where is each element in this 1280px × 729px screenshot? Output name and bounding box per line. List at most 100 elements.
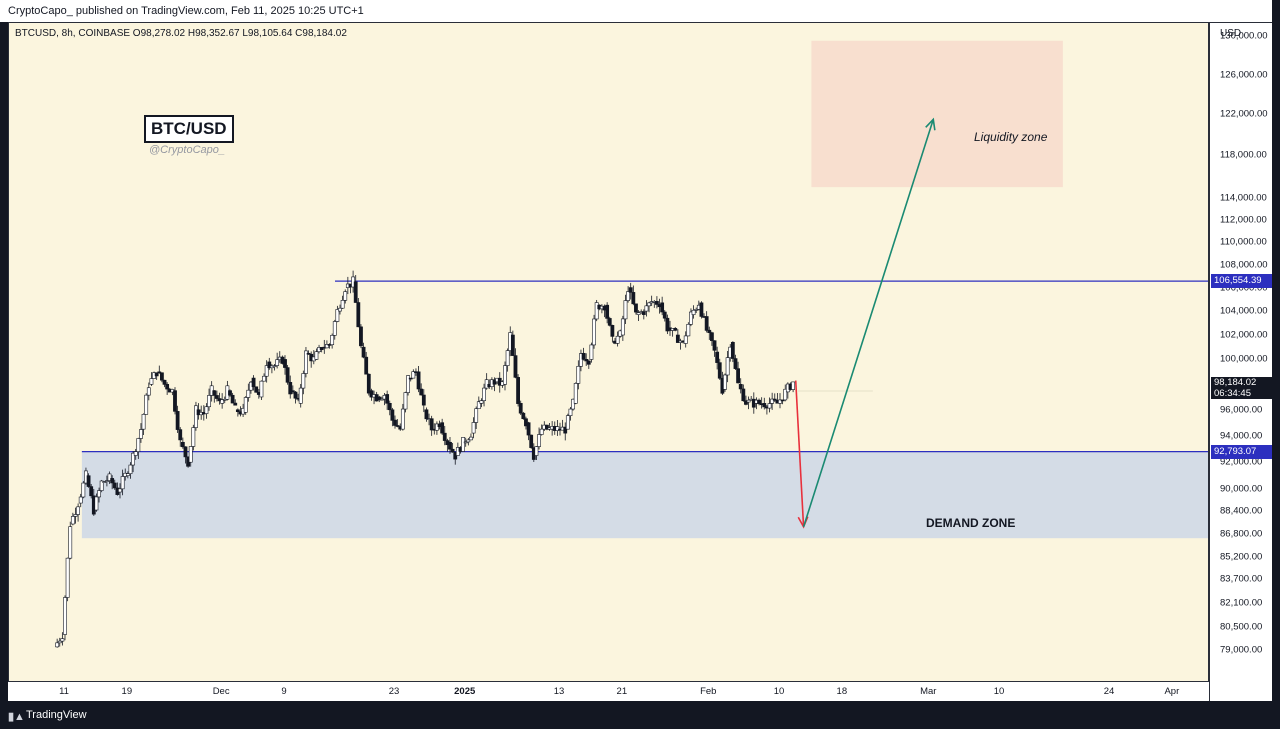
candle-body [55,642,60,648]
candle-body [644,305,649,312]
time-tick-label: 21 [616,686,628,697]
candle-body [139,429,143,439]
candle-body [222,398,227,401]
candle-body [429,418,434,431]
candle-body [581,352,586,360]
price-tick-label: 130,000.00 [1220,30,1268,42]
time-scale[interactable]: 11 19 Dec 9 23 2025 13 21 Feb 10 18 Mar 10 24 Apr [8,681,1209,701]
candle-body [304,350,308,374]
chart-pane[interactable]: BTCUSD, 8h, COINBASE O98,278.02 H98,352.… [8,22,1209,701]
candle-body [744,400,748,405]
footer-brand: TradingView [26,709,87,721]
candle-body [194,405,198,428]
candle-body [364,356,369,375]
candle-body [125,473,130,476]
candle-body [463,441,468,444]
price-tick-label: 100,000.00 [1220,353,1268,365]
candle-body [474,408,479,423]
candle-body [251,377,256,388]
candle-body [699,302,704,317]
bearish-arrow [794,380,805,527]
candle-body [81,482,86,498]
time-tick-label: Dec [212,686,230,697]
candle-body [369,390,374,398]
candle-body [626,291,630,301]
candle-body [154,372,159,377]
candle-body [73,514,78,517]
time-tick-label: 9 [281,686,287,697]
candle-body [694,309,699,311]
candle-body [191,427,196,447]
candle-body [647,302,651,307]
candle-body [757,399,761,405]
candle-body [262,375,266,382]
candle-body [343,291,348,301]
candle-body [254,386,259,393]
publish-header: CryptoCapo_ published on TradingView.com… [0,0,1280,22]
liquidity-zone-label: Liquidity zone [974,130,1048,144]
candle-body [712,340,717,351]
candle-body [662,311,667,319]
time-tick-label: Feb [700,686,717,697]
candle-body [356,302,361,328]
candle-body [175,411,180,430]
candle-body [770,398,775,404]
candles-layer [55,270,795,648]
chart-canvas[interactable] [9,23,1209,682]
candle-body [421,394,426,406]
candle-body [65,557,70,598]
candle-body [118,488,122,493]
candle-body [338,307,342,312]
candle-body [136,438,141,452]
candle-body [144,394,149,415]
candle-body [133,451,138,456]
candle-body [555,426,560,431]
candle-body [628,287,633,293]
price-tick-label: 85,200.00 [1220,551,1263,563]
candle-body [411,371,416,379]
candle-body [325,344,329,349]
candle-body [691,309,696,315]
candle-body [385,394,390,404]
price-tick-label: 108,000.00 [1220,259,1268,271]
demand-zone-label: DEMAND ZONE [926,516,1016,530]
time-tick-label: Mar [920,686,937,697]
time-tick-label: 11 [59,686,69,697]
footer-bar: ▮▲ TradingView [0,701,1280,729]
candle-body [461,437,465,452]
candle-body [57,640,62,644]
candle-body [717,362,722,379]
candle-body [568,408,573,416]
candle-body [529,434,534,448]
price-tick-label: 96,000.00 [1220,404,1263,416]
candle-body [353,281,358,303]
candle-body [730,341,735,359]
tradingview-logo-icon: ▮▲ [8,711,25,723]
candle-body [576,365,581,384]
support-price-label: 92,793.07 [1211,444,1272,459]
price-tick-label: 88,400.00 [1220,505,1263,517]
candle-body [589,344,594,360]
candle-body [314,351,319,360]
candle-body [160,372,164,381]
candle-body [655,301,659,305]
time-tick-label: 13 [553,686,565,697]
candle-body [102,481,107,483]
candle-body [675,334,680,343]
price-scale[interactable]: USD 130,000.00 126,000.00 122,000.00 118,00… [1209,22,1272,681]
candle-body [89,486,94,497]
author-handle: @CryptoCapo_ [149,144,225,156]
candle-body [105,480,109,482]
price-tick-label: 110,000.00 [1220,236,1267,248]
candle-body [571,398,575,410]
right-edge [1272,0,1280,701]
candle-body [128,464,133,474]
candle-body [149,378,154,385]
candle-body [607,318,612,326]
candle-body [780,399,785,402]
candle-body [390,409,395,421]
candle-body [387,403,392,411]
price-tick-label: 118,000.00 [1220,149,1267,161]
currency-label[interactable]: USD [1220,28,1242,39]
candle-body [228,390,232,396]
